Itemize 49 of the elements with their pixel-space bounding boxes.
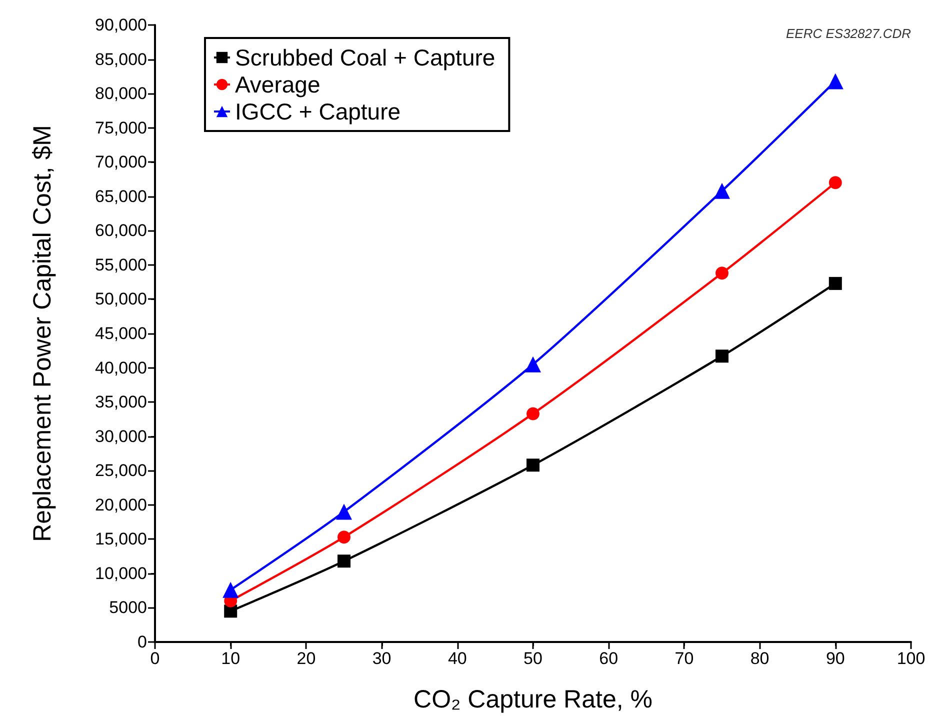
y-tick-label: 20,000	[95, 495, 147, 514]
y-tick-label: 25,000	[95, 461, 147, 480]
point	[222, 582, 239, 598]
legend-label: IGCC + Capture	[235, 98, 401, 124]
point	[338, 554, 350, 568]
y-tick-label: 70,000	[95, 152, 147, 172]
y-tick-label: 75,000	[95, 118, 147, 138]
point	[828, 176, 842, 190]
y-tick-label: 80,000	[95, 84, 147, 104]
y-tick-label: 50,000	[95, 290, 147, 309]
point	[525, 356, 541, 372]
y-tick-label: 55,000	[95, 255, 147, 274]
point	[714, 182, 730, 199]
x-tick-label: 70	[674, 649, 694, 668]
point	[526, 458, 540, 472]
x-tick-label: 40	[448, 649, 467, 668]
x-tick-label: 50	[524, 649, 542, 668]
y-tick-label: 35,000	[95, 392, 147, 412]
y-axis-title: Replacement Power Capital Cost, $M	[28, 125, 56, 542]
annotation: EERC ES32827.CDR	[786, 26, 911, 41]
y-tick-label: 0	[138, 632, 147, 652]
y-tick-label: 45,000	[95, 324, 147, 343]
x-axis-title: CO₂ Capture Rate, %	[414, 686, 652, 714]
point	[526, 407, 540, 420]
y-tick-label: 5000	[109, 598, 147, 618]
y-tick-label: 15,000	[95, 530, 147, 549]
point	[716, 350, 728, 363]
y-tick-label: 85,000	[95, 50, 147, 69]
x-tick-label: 90	[826, 649, 845, 668]
x-tick-label: 10	[221, 649, 240, 668]
x-tick-label: 80	[750, 649, 770, 668]
y-tick-label: 40,000	[95, 358, 147, 378]
legend-label: Scrubbed Coal + Capture	[235, 44, 496, 70]
legend-label: Average	[235, 72, 320, 98]
x-tick-label: 100	[896, 649, 926, 668]
y-tick-label: 90,000	[95, 16, 147, 34]
point	[828, 276, 842, 290]
point	[338, 530, 350, 544]
x-tick-label: 0	[150, 649, 160, 668]
y-tick-label: 60,000	[95, 221, 147, 240]
point	[336, 504, 352, 520]
x-tick-label: 20	[296, 649, 316, 668]
x-tick-label: 60	[599, 649, 618, 668]
y-tick-label: 30,000	[95, 426, 147, 446]
point	[827, 73, 844, 90]
y-tick-label: 65,000	[95, 186, 147, 206]
point	[716, 266, 728, 280]
y-tick-label: 10,000	[95, 564, 147, 583]
x-tick-label: 30	[372, 649, 392, 668]
